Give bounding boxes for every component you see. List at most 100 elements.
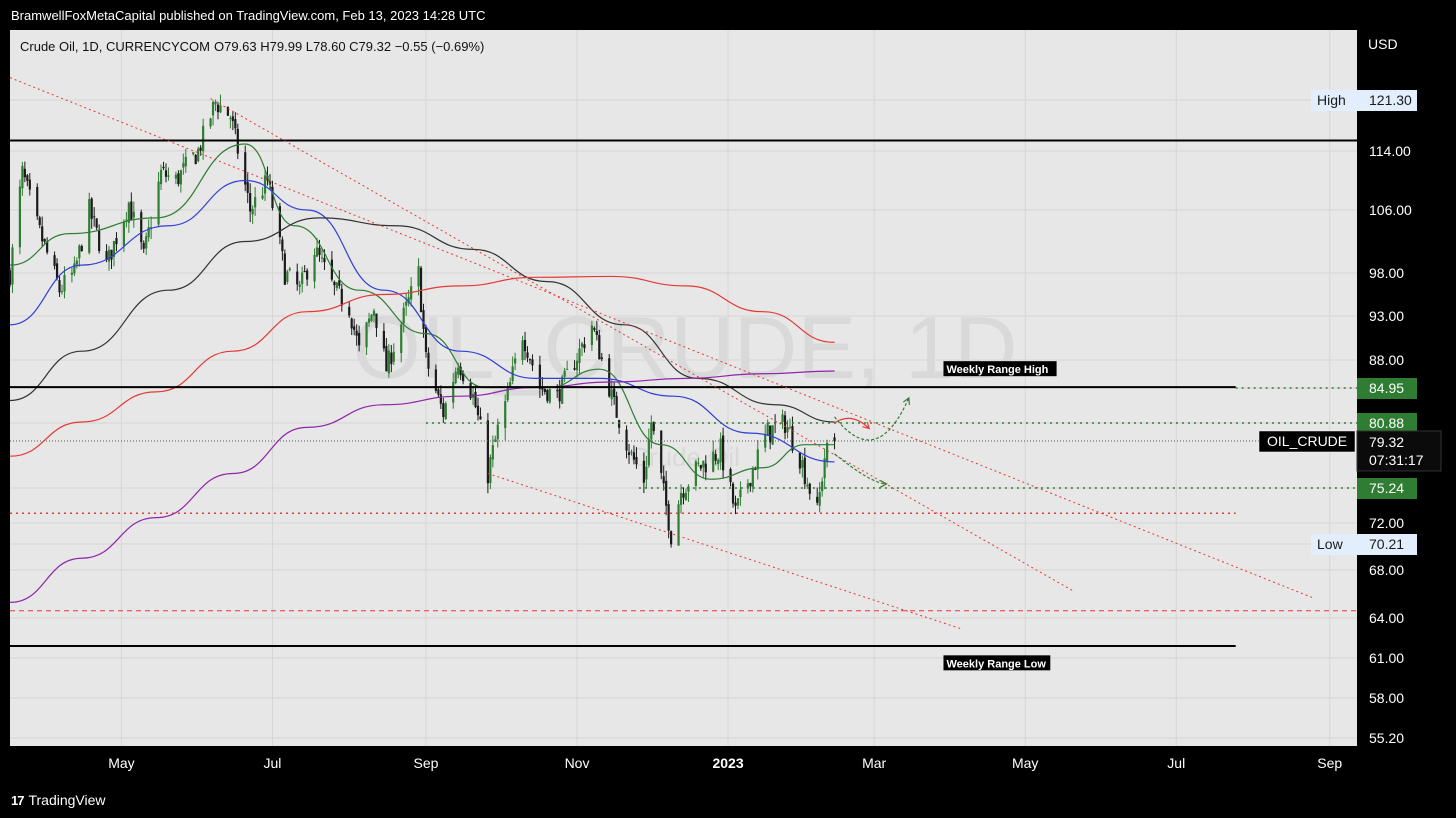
trend-upper-outer <box>9 77 1313 599</box>
candle-body <box>583 344 586 349</box>
weekly-range-low-label: Weekly Range Low <box>943 655 1051 671</box>
candle <box>130 192 133 221</box>
candle-body <box>251 208 254 215</box>
candle-body <box>278 206 281 238</box>
level-80-88-label-bg <box>1357 413 1417 434</box>
legend-symbol: Crude Oil, 1D, CURRENCYCOM <box>20 39 210 54</box>
tradingview-logo[interactable]: 17 TradingView <box>11 792 106 808</box>
candle-body <box>454 371 457 384</box>
bull-projection-2 <box>834 397 910 441</box>
candle-body <box>211 101 215 116</box>
candle-body <box>313 254 316 282</box>
candle-body <box>43 238 46 242</box>
ma-line-sma200 <box>9 275 835 457</box>
candle <box>650 415 653 449</box>
candle-body <box>652 421 655 432</box>
weekly-range-high-label-text: Weekly Range High <box>946 364 1048 376</box>
candle-body <box>298 284 301 287</box>
candle-body <box>496 424 499 440</box>
time-tick: May <box>1012 755 1038 771</box>
candle <box>132 201 135 228</box>
trend-upper-inner <box>210 98 1073 591</box>
candle-body <box>608 358 611 397</box>
candle-body <box>833 437 836 441</box>
candle-body <box>385 345 388 372</box>
candle-body <box>543 388 546 392</box>
candle-body <box>370 314 373 322</box>
candle <box>563 367 566 383</box>
bear-projection-head <box>862 421 871 430</box>
candle-body <box>105 251 108 260</box>
candle-body <box>808 483 811 494</box>
currency-label: USD <box>1368 36 1398 52</box>
candle <box>764 424 767 453</box>
candle-body <box>112 241 116 257</box>
candle <box>358 325 361 352</box>
candle <box>670 530 673 548</box>
candle-body <box>244 152 247 185</box>
candle-body <box>682 493 685 498</box>
candle-body <box>739 489 742 498</box>
candle-body <box>684 492 688 501</box>
candle <box>115 232 118 252</box>
candle-body <box>627 452 631 455</box>
candle <box>112 240 116 267</box>
high-label-prefix: High <box>1317 92 1346 108</box>
price-tick: 72.00 <box>1369 515 1404 531</box>
candle <box>60 284 64 295</box>
candle-body <box>788 427 792 429</box>
candle-body <box>514 358 517 364</box>
candle <box>424 324 428 358</box>
candle-body <box>816 496 819 503</box>
candle <box>90 197 93 229</box>
candle-body <box>821 481 824 492</box>
candle-body <box>714 454 717 461</box>
candle <box>367 312 371 327</box>
candle <box>459 362 462 381</box>
candle-body <box>751 467 754 488</box>
bull-projection-head <box>880 479 888 488</box>
candle-body <box>491 445 494 460</box>
candle <box>566 360 569 370</box>
candle-body <box>746 483 749 488</box>
candle-body <box>209 118 212 127</box>
candle <box>625 425 628 459</box>
candle <box>618 419 621 434</box>
candle-body <box>202 125 205 152</box>
time-tick: Jul <box>264 755 282 771</box>
candle <box>771 425 774 446</box>
candle <box>70 267 74 283</box>
level-75-24-label-text: 75.24 <box>1369 480 1404 496</box>
candle-body <box>476 405 480 416</box>
level-84-95-label-bg <box>1357 378 1417 399</box>
candle-body <box>197 148 200 162</box>
candle <box>531 354 534 372</box>
candle-body <box>558 389 561 402</box>
candle <box>806 477 809 488</box>
candle-body <box>702 460 705 468</box>
candle <box>632 445 636 465</box>
candles <box>8 94 836 548</box>
candle-body <box>417 266 420 287</box>
candle-body <box>303 271 306 273</box>
candle-body <box>469 383 472 399</box>
candle <box>434 364 437 394</box>
candle-body <box>526 352 529 358</box>
candle <box>598 329 601 360</box>
candle-body <box>53 255 56 266</box>
candle-body <box>288 268 291 271</box>
candle <box>8 267 12 288</box>
tradingview-icon: 17 <box>11 792 25 808</box>
candle <box>306 268 309 286</box>
candle-body <box>229 118 232 120</box>
candle-body <box>662 476 665 484</box>
candle-body <box>179 170 182 185</box>
candle-body <box>157 181 160 225</box>
candle <box>561 374 564 405</box>
level-80-88-label: 80.88 <box>1357 413 1417 434</box>
candle <box>595 320 598 341</box>
weekly-range-low-label-text: Weekly Range Low <box>946 658 1046 670</box>
candle-body <box>650 422 653 440</box>
candle-body <box>783 415 787 433</box>
